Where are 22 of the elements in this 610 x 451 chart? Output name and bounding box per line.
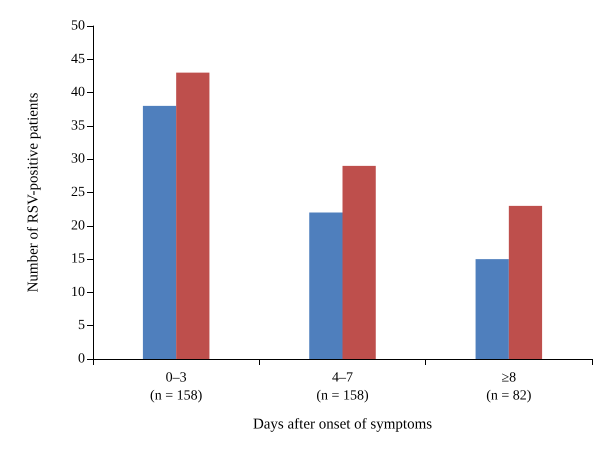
y-tick-label: 0: [78, 352, 85, 366]
bar: [176, 72, 210, 359]
y-tick-label: 35: [71, 118, 85, 134]
x-axis-title: Days after onset of symptoms: [252, 416, 432, 432]
bar: [476, 259, 509, 359]
y-tick-label: 15: [71, 252, 85, 267]
x-tick-label: 0–3 (n = 158): [150, 370, 203, 404]
y-tick-label: 50: [71, 18, 85, 34]
y-tick-label: 30: [71, 152, 85, 167]
y-axis-title: Number of RSV-positive patients: [26, 92, 42, 292]
y-tick-label: 40: [71, 85, 85, 100]
y-tick-label: 25: [71, 185, 85, 200]
y-tick-label: 5: [78, 318, 85, 334]
y-tick-label: 45: [71, 52, 85, 67]
bar: [309, 212, 342, 359]
y-tick-label: 10: [71, 284, 85, 300]
x-tick-label: ≥8 (n = 82): [486, 370, 532, 404]
bar: [508, 206, 542, 359]
y-tick-label: 20: [71, 218, 85, 234]
bar: [342, 166, 376, 359]
x-tick-label: 4–7 (n = 158): [316, 370, 369, 404]
bar: [142, 106, 176, 359]
